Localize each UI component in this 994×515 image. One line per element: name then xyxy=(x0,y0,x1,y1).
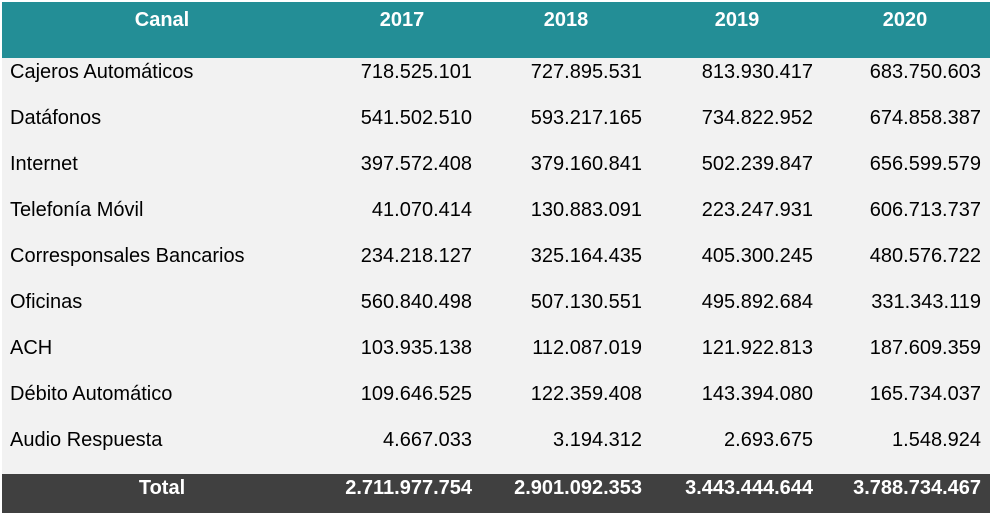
canal-cell: Débito Automático xyxy=(10,383,173,405)
total-2020: 3.788.734.467 xyxy=(853,477,981,499)
value-cell: 502.239.847 xyxy=(701,153,813,175)
table-row: ACH 103.935.138 112.087.019 121.922.813 187.… xyxy=(2,278,990,359)
value-cell: 130.883.091 xyxy=(530,199,642,221)
canal-cell: Internet xyxy=(10,153,78,175)
value-cell: 495.892.684 xyxy=(701,291,813,313)
value-cell: 223.247.931 xyxy=(701,199,813,221)
total-2017: 2.711.977.754 xyxy=(345,477,472,499)
canal-cell: Datáfonos xyxy=(10,107,102,129)
table-row: Débito Automático 109.646.525 122.359.408 1… xyxy=(2,324,990,405)
value-cell: 325.164.435 xyxy=(530,245,642,267)
value-cell: 593.217.165 xyxy=(530,107,642,129)
value-cell: 674.858.387 xyxy=(869,107,981,129)
value-cell: 379.160.841 xyxy=(530,153,642,175)
value-cell: 103.935.138 xyxy=(360,337,472,359)
header-canal: Canal xyxy=(134,9,190,31)
value-cell: 727.895.531 xyxy=(530,61,642,83)
value-cell: 560.840.498 xyxy=(360,291,472,313)
canal-cell: Corresponsales Bancarios xyxy=(10,245,245,267)
value-cell: 3.194.312 xyxy=(553,429,642,451)
value-cell: 405.300.245 xyxy=(701,245,813,267)
value-cell: 143.394.080 xyxy=(701,383,813,405)
table-row: Internet 397.572.408 379.160.841 502.239.84… xyxy=(2,94,990,175)
value-cell: 122.359.408 xyxy=(530,383,642,405)
value-cell: 4.667.033 xyxy=(383,429,472,451)
value-cell: 41.070.414 xyxy=(371,199,472,221)
value-cell: 1.548.924 xyxy=(892,429,981,451)
canal-cell: Oficinas xyxy=(10,291,83,313)
canal-cell: ACH xyxy=(10,337,53,359)
value-cell: 656.599.579 xyxy=(869,153,981,175)
value-cell: 397.572.408 xyxy=(360,153,472,175)
table-row: Telefonía Móvil 41.070.414 130.883.091 223.… xyxy=(2,140,990,221)
table-row: Cajeros Automáticos 718.525.101 727.895.53… xyxy=(2,2,990,83)
table-header: Canal 2017 2018 2019 2020 xyxy=(2,2,990,58)
header-2018: 2018 xyxy=(543,9,589,31)
canal-cell: Audio Respuesta xyxy=(10,429,163,451)
total-row: Total 2.711.977.754 2.901.092.353 3.443.… xyxy=(2,474,990,513)
value-cell: 109.646.525 xyxy=(360,383,472,405)
value-cell: 541.502.510 xyxy=(360,107,472,129)
value-cell: 187.609.359 xyxy=(869,337,981,359)
value-cell: 112.087.019 xyxy=(532,337,642,359)
value-cell: 813.930.417 xyxy=(701,61,813,83)
value-cell: 234.218.127 xyxy=(360,245,472,267)
value-cell: 683.750.603 xyxy=(869,61,981,83)
header-2020: 2020 xyxy=(882,9,928,31)
table-row: Audio Respuesta 4.667.033 3.194.312 2.693.6… xyxy=(2,370,990,451)
header-2017: 2017 xyxy=(379,9,425,31)
value-cell: 165.734.037 xyxy=(869,383,981,405)
total-2018: 2.901.092.353 xyxy=(514,477,642,499)
table-row: Datáfonos 541.502.510 593.217.165 734.822.9… xyxy=(2,48,990,129)
table-row: Oficinas 560.840.498 507.130.551 495.892.68… xyxy=(2,232,990,313)
header-2019: 2019 xyxy=(714,9,760,31)
table-row: Corresponsales Bancarios 234.218.127 325.1… xyxy=(2,186,990,267)
value-cell: 331.343.119 xyxy=(871,291,981,313)
canal-cell: Cajeros Automáticos xyxy=(10,61,194,83)
canal-cell: Telefonía Móvil xyxy=(10,199,144,221)
total-2019: 3.443.444.644 xyxy=(685,477,813,499)
value-cell: 507.130.551 xyxy=(530,291,642,313)
value-cell: 734.822.952 xyxy=(701,107,813,129)
value-cell: 606.713.737 xyxy=(869,199,981,221)
value-cell: 718.525.101 xyxy=(360,61,472,83)
value-cell: 480.576.722 xyxy=(869,245,981,267)
value-cell: 2.693.675 xyxy=(724,429,813,451)
total-label: Total xyxy=(138,477,186,499)
value-cell: 121.922.813 xyxy=(701,337,813,359)
